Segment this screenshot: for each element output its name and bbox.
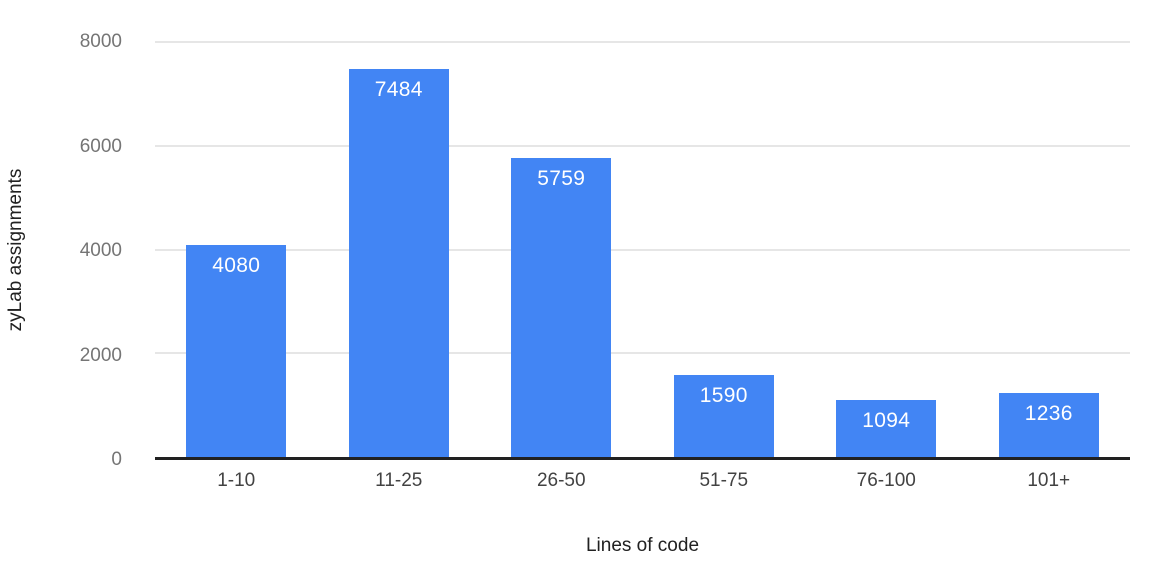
x-tick-label: 76-100: [856, 470, 916, 491]
plot-area: 4080 7484 5759 1590 1094 1236: [155, 41, 1130, 460]
bar: 5759: [511, 158, 612, 457]
x-tick-label: 1-10: [217, 470, 256, 491]
y-tick-label: 6000: [79, 135, 122, 157]
x-tick-label: 51-75: [699, 470, 749, 491]
gridline: [155, 352, 1130, 354]
y-tick-label: 8000: [79, 31, 122, 52]
gridline: [155, 145, 1130, 147]
x-tick-label: 11-25: [375, 470, 423, 491]
bar-value-label: 1590: [699, 383, 748, 407]
bar: 1236: [998, 392, 1099, 457]
bar: 1590: [673, 374, 774, 457]
gridline: [155, 41, 1130, 43]
x-axis-tick-labels: 1-10 11-25 26-50 51-75 76-100 101+: [155, 470, 1130, 496]
y-tick-label: 2000: [79, 344, 122, 366]
y-tick-label: 0: [111, 449, 122, 470]
bar: 7484: [348, 68, 449, 457]
y-tick-label: 4000: [79, 240, 122, 261]
bar: 1094: [836, 400, 937, 457]
y-axis-tick-labels: 0 2000 4000 6000 8000: [0, 31, 122, 470]
x-tick-label: 101+: [1027, 470, 1071, 491]
bar-value-label: 4080: [212, 254, 261, 278]
gridline: [155, 249, 1130, 250]
x-tick-label: 26-50: [536, 470, 586, 491]
bar-value-label: 7484: [374, 77, 423, 101]
x-axis-title: Lines of code: [585, 535, 700, 556]
bar-value-label: 5759: [537, 167, 586, 191]
bar-value-label: 1094: [862, 409, 911, 433]
bar: 4080: [186, 245, 287, 457]
bar-value-label: 1236: [1024, 401, 1073, 425]
